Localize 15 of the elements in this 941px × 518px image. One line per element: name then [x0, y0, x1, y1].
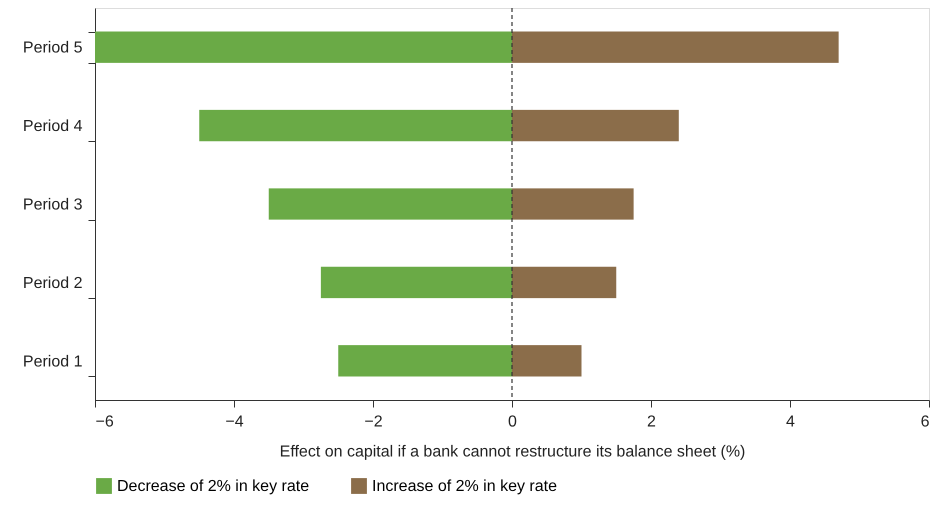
- y-tick-label: Period 5: [22, 40, 83, 57]
- legend-label: Decrease of 2% in key rate: [117, 478, 310, 495]
- y-tick-label: Period 4: [22, 118, 83, 136]
- x-axis-title: Effect on capital if a bank cannot restructure its balance sheet (%): [280, 444, 746, 460]
- x-tick-label: 0: [508, 414, 518, 430]
- legend-label: Increase of 2% in key rate: [372, 478, 558, 495]
- x-tick-label: −4: [225, 414, 244, 430]
- x-tick-label: 6: [920, 414, 930, 430]
- x-tick-label: 2: [647, 414, 656, 430]
- x-tick-label: −2: [364, 414, 383, 430]
- y-tick-label: Period 3: [22, 196, 83, 214]
- x-tick-label: 4: [786, 414, 796, 430]
- y-tick-label: Period 1: [22, 353, 83, 370]
- x-tick-label: −6: [96, 414, 114, 430]
- y-tick-label: Period 2: [22, 274, 83, 292]
